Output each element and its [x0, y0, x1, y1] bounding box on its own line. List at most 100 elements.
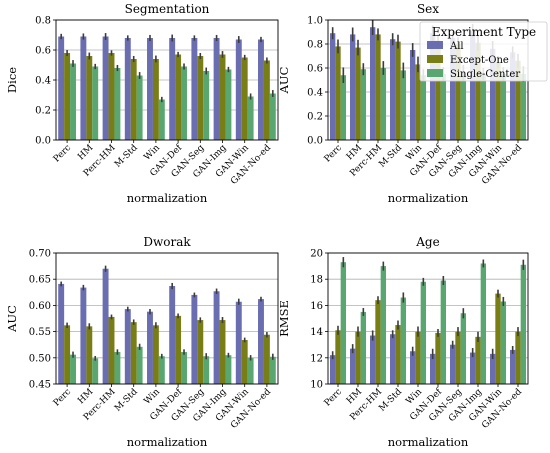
x-tick-label-m-std: M-Std — [113, 143, 140, 170]
bar-except-one-hm — [86, 56, 93, 140]
x-tick-label-m-std: M-Std — [377, 143, 404, 170]
panel-title: Sex — [417, 2, 439, 16]
bar-all-gan-seg — [450, 38, 456, 140]
plot-frame — [55, 252, 279, 385]
bar-except-one-win — [152, 59, 159, 140]
bar-all-win — [147, 38, 153, 140]
bar-all-gan-no-ed — [258, 299, 264, 384]
y-tick-label: 1.0 — [307, 16, 323, 27]
legend-swatch-all — [427, 41, 443, 49]
bar-except-one-perc — [335, 330, 341, 384]
x-tick-label-m-std: M-Std — [377, 387, 404, 414]
bar-all-hm — [350, 34, 356, 140]
bar-except-one-perc-hm — [375, 34, 381, 140]
bar-all-gan-win — [235, 301, 242, 384]
bar-single-center-win — [420, 281, 426, 384]
bar-single-center-perc — [340, 262, 346, 384]
bar-single-center-gan-win — [247, 96, 254, 140]
legend-title: Experiment Type — [432, 25, 536, 39]
bar-except-one-gan-seg — [197, 56, 204, 140]
bar-except-one-gan-win — [241, 57, 248, 140]
bar-except-one-gan-img — [219, 320, 226, 384]
legend: Experiment Type All Except-One Single-Ce… — [419, 21, 548, 82]
y-tick-label: 0.0 — [307, 136, 323, 147]
bar-except-one-m-std — [395, 41, 401, 140]
y-axis-label: AUC — [277, 66, 291, 94]
y-tick-label: 0.8 — [307, 40, 323, 51]
y-tick-label: 0.4 — [307, 88, 323, 99]
x-tick-label-hm: HM — [76, 387, 95, 406]
bar-all-win — [147, 311, 153, 384]
panel-title: Dworak — [143, 235, 191, 249]
bar-all-gan-no-ed — [258, 39, 264, 140]
bar-single-center-gan-no-ed — [520, 74, 526, 140]
bar-single-center-gan-win — [500, 74, 506, 140]
bar-except-one-perc — [64, 325, 71, 384]
bar-all-perc — [330, 33, 336, 141]
bar-all-gan-def — [430, 33, 436, 141]
bar-all-perc-hm — [102, 36, 109, 140]
y-tick-label: 16 — [310, 301, 323, 312]
legend-label-single-center: Single-Center — [450, 69, 520, 80]
bar-single-center-gan-img — [225, 355, 232, 384]
bar-all-gan-img — [213, 291, 220, 384]
y-tick-label: 0.8 — [35, 16, 51, 27]
bar-except-one-perc-hm — [108, 316, 115, 384]
bar-except-one-gan-seg — [455, 331, 461, 384]
bar-single-center-gan-def — [440, 280, 446, 384]
bar-except-one-gan-img — [219, 54, 226, 140]
bar-all-gan-img — [470, 352, 476, 384]
bar-all-gan-seg — [450, 344, 456, 384]
bar-single-center-win — [158, 99, 165, 140]
bar-except-one-perc — [64, 53, 71, 140]
y-axis-label: Dice — [5, 67, 19, 93]
legend-box — [419, 21, 548, 82]
bar-all-gan-def — [169, 286, 176, 384]
bar-single-center-hm — [360, 311, 366, 384]
bar-all-gan-def — [169, 38, 176, 140]
y-tick-label: 14 — [310, 327, 323, 338]
bar-single-center-gan-seg — [460, 313, 466, 384]
bar-all-win — [410, 351, 416, 384]
bar-all-m-std — [390, 334, 396, 384]
bar-except-one-gan-img — [475, 336, 481, 384]
bar-single-center-hm — [92, 66, 99, 140]
plot-frame — [327, 252, 529, 385]
bar-except-one-hm — [355, 331, 361, 384]
bar-except-one-perc — [335, 46, 341, 140]
legend-swatch-except-one — [427, 55, 443, 63]
y-tick-label: 0.60 — [29, 301, 51, 312]
bar-all-win — [410, 50, 416, 140]
bar-all-gan-no-ed — [510, 349, 516, 384]
x-axis-label: normalization — [388, 191, 469, 205]
bar-all-m-std — [124, 309, 131, 384]
y-tick-label: 0.65 — [29, 275, 51, 286]
bar-all-m-std — [124, 38, 131, 140]
bar-all-hm — [80, 36, 87, 140]
bar-all-gan-win — [235, 39, 242, 140]
y-axis-label: AUC — [5, 305, 19, 333]
legend-swatch-single-center — [427, 69, 443, 77]
x-tick-label-perc: Perc — [52, 387, 73, 408]
y-tick-label: 20 — [310, 249, 323, 260]
bar-except-one-win — [415, 64, 421, 140]
bar-except-one-gan-def — [435, 332, 441, 384]
y-tick-label: 0.6 — [307, 64, 323, 75]
bar-single-center-gan-win — [500, 301, 506, 384]
bar-single-center-m-std — [400, 70, 406, 140]
x-axis-label: normalization — [388, 435, 469, 449]
bar-except-one-gan-no-ed — [263, 60, 270, 140]
bar-single-center-perc-hm — [114, 68, 121, 140]
bar-except-one-m-std — [395, 325, 401, 384]
bar-except-one-gan-def — [175, 315, 182, 384]
bar-single-center-gan-seg — [203, 356, 210, 384]
bar-single-center-perc-hm — [380, 266, 386, 384]
bar-all-gan-no-ed — [510, 52, 516, 140]
bar-all-perc-hm — [102, 268, 109, 384]
bar-all-gan-win — [490, 353, 496, 384]
bar-single-center-win — [420, 75, 426, 140]
y-tick-label: 0.2 — [35, 106, 51, 117]
y-tick-label: 0.50 — [29, 353, 51, 364]
